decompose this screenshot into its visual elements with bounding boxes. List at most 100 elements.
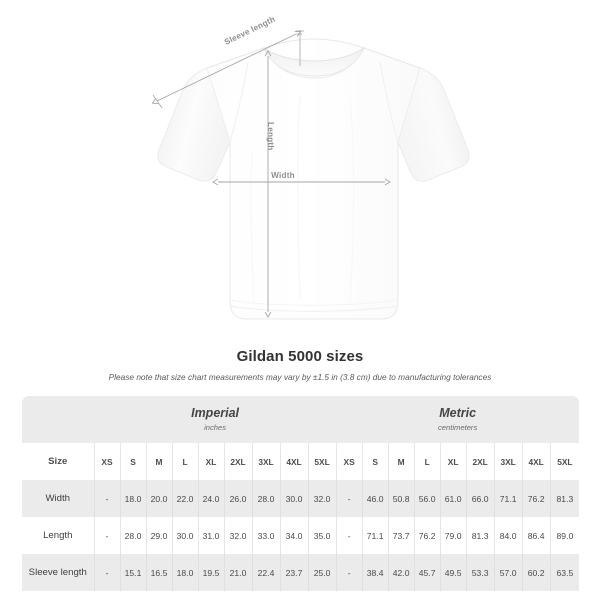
unit-banner-spacer-left bbox=[22, 396, 94, 443]
cell-sleeve-metric-l: 45.7 bbox=[413, 554, 441, 591]
cell-length-imperial-3xl: 33.0 bbox=[251, 517, 280, 554]
cell-sleeve-metric-5xl: 63.5 bbox=[549, 554, 580, 591]
cell-width-metric-l: 56.0 bbox=[413, 480, 441, 517]
cell-length-metric-xs: - bbox=[335, 517, 363, 554]
size-header-imperial-xl: XL bbox=[197, 443, 224, 480]
cell-length-imperial-2xl: 32.0 bbox=[223, 517, 252, 554]
size-header-metric-m: M bbox=[387, 443, 415, 480]
size-header-metric-5xl: 5XL bbox=[549, 443, 580, 480]
tshirt-shape bbox=[157, 38, 470, 320]
cell-width-imperial-4xl: 30.0 bbox=[279, 480, 308, 517]
cell-sleeve-imperial-m: 16.5 bbox=[145, 554, 172, 591]
cell-sleeve-metric-s: 38.4 bbox=[361, 554, 389, 591]
sleeve-length-label: Sleeve length bbox=[223, 15, 277, 47]
cell-sleeve-imperial-5xl: 25.0 bbox=[307, 554, 337, 591]
unit-name-imperial: Imperial bbox=[191, 406, 240, 420]
cell-length-imperial-s: 28.0 bbox=[119, 517, 146, 554]
width-label: Width bbox=[271, 171, 295, 180]
cell-length-imperial-4xl: 34.0 bbox=[279, 517, 308, 554]
size-column-header: Size bbox=[22, 443, 94, 480]
size-chart-table: Imperial inches Metric centimeters Size … bbox=[22, 396, 580, 591]
cell-length-metric-l: 76.2 bbox=[413, 517, 441, 554]
size-header-imperial-s: S bbox=[119, 443, 146, 480]
page-title: Gildan 5000 sizes bbox=[236, 348, 364, 365]
cell-width-metric-s: 46.0 bbox=[361, 480, 389, 517]
heading-block: Gildan 5000 sizes Please note that size … bbox=[0, 348, 600, 383]
cell-sleeve-metric-3xl: 57.0 bbox=[493, 554, 523, 591]
size-header-metric-2xl: 2XL bbox=[465, 443, 495, 480]
size-header-row: Size XS S M L XL 2XL 3XL 4XL 5XL XS S M … bbox=[22, 443, 580, 480]
size-header-imperial-4xl: 4XL bbox=[279, 443, 308, 480]
cell-length-metric-5xl: 89.0 bbox=[549, 517, 580, 554]
unit-sub-metric: centimeters bbox=[438, 423, 478, 432]
size-header-metric-s: S bbox=[361, 443, 389, 480]
size-header-imperial-xs: XS bbox=[93, 443, 120, 480]
cell-width-metric-xs: - bbox=[335, 480, 363, 517]
size-header-metric-l: L bbox=[413, 443, 441, 480]
cell-sleeve-metric-m: 42.0 bbox=[387, 554, 415, 591]
cell-width-metric-2xl: 66.0 bbox=[465, 480, 495, 517]
cell-sleeve-imperial-l: 18.0 bbox=[171, 554, 198, 591]
size-header-metric-xl: XL bbox=[439, 443, 467, 480]
cell-sleeve-imperial-2xl: 21.0 bbox=[223, 554, 252, 591]
cell-width-imperial-2xl: 26.0 bbox=[223, 480, 252, 517]
size-header-metric-3xl: 3XL bbox=[493, 443, 523, 480]
cell-length-imperial-xl: 31.0 bbox=[197, 517, 224, 554]
page-subtitle: Please note that size chart measurements… bbox=[108, 372, 492, 382]
unit-banner-metric: Metric centimeters bbox=[336, 396, 580, 443]
cell-width-imperial-xs: - bbox=[93, 480, 120, 517]
cell-length-imperial-5xl: 35.0 bbox=[307, 517, 337, 554]
size-header-imperial-2xl: 2XL bbox=[223, 443, 252, 480]
cell-length-imperial-l: 30.0 bbox=[171, 517, 198, 554]
tshirt-illustration: Sleeve length Length Width bbox=[0, 15, 470, 320]
cell-width-metric-5xl: 81.3 bbox=[549, 480, 580, 517]
size-header-imperial-3xl: 3XL bbox=[251, 443, 280, 480]
cell-width-imperial-m: 20.0 bbox=[145, 480, 172, 517]
measurement-annotations bbox=[153, 30, 385, 312]
size-header-imperial-l: L bbox=[171, 443, 198, 480]
cell-sleeve-metric-2xl: 53.3 bbox=[465, 554, 495, 591]
size-header-metric-4xl: 4XL bbox=[521, 443, 551, 480]
cell-length-metric-2xl: 81.3 bbox=[465, 517, 495, 554]
cell-width-imperial-5xl: 32.0 bbox=[307, 480, 337, 517]
sleeve-length-arrow bbox=[157, 34, 296, 101]
unit-name-metric: Metric bbox=[439, 406, 477, 420]
unit-banner-imperial: Imperial inches bbox=[94, 396, 337, 443]
cell-sleeve-imperial-4xl: 23.7 bbox=[279, 554, 308, 591]
size-header-metric-xs: XS bbox=[335, 443, 363, 480]
cell-width-imperial-3xl: 28.0 bbox=[251, 480, 280, 517]
size-header-imperial-5xl: 5XL bbox=[307, 443, 337, 480]
cell-length-metric-4xl: 86.4 bbox=[521, 517, 551, 554]
cell-width-imperial-xl: 24.0 bbox=[197, 480, 224, 517]
unit-sub-imperial: inches bbox=[204, 423, 227, 432]
cell-sleeve-imperial-s: 15.1 bbox=[119, 554, 146, 591]
cell-width-imperial-s: 18.0 bbox=[119, 480, 146, 517]
cell-length-imperial-xs: - bbox=[93, 517, 120, 554]
row-label-width: Width bbox=[22, 480, 94, 517]
cell-sleeve-metric-4xl: 60.2 bbox=[521, 554, 551, 591]
length-label: Length bbox=[266, 122, 275, 151]
cell-sleeve-metric-xl: 49.5 bbox=[439, 554, 467, 591]
cell-width-metric-3xl: 71.1 bbox=[493, 480, 523, 517]
row-label-length: Length bbox=[22, 517, 94, 554]
cell-length-imperial-m: 29.0 bbox=[145, 517, 172, 554]
table-row: Sleeve length - 15.1 16.5 18.0 19.5 21.0… bbox=[22, 554, 580, 591]
cell-width-metric-m: 50.8 bbox=[387, 480, 415, 517]
cell-length-metric-3xl: 84.0 bbox=[493, 517, 523, 554]
cell-length-metric-xl: 79.0 bbox=[439, 517, 467, 554]
cell-width-metric-xl: 61.0 bbox=[439, 480, 467, 517]
cell-sleeve-imperial-xl: 19.5 bbox=[197, 554, 224, 591]
unit-banner-row: Imperial inches Metric centimeters bbox=[22, 396, 580, 443]
size-table-container: Imperial inches Metric centimeters Size … bbox=[22, 396, 580, 591]
table-row: Width - 18.0 20.0 22.0 24.0 26.0 28.0 30… bbox=[22, 480, 580, 517]
cell-sleeve-metric-xs: - bbox=[335, 554, 363, 591]
cell-sleeve-imperial-3xl: 22.4 bbox=[251, 554, 280, 591]
row-label-sleeve-length: Sleeve length bbox=[22, 554, 94, 591]
cell-length-metric-s: 71.1 bbox=[361, 517, 389, 554]
cell-sleeve-imperial-xs: - bbox=[93, 554, 120, 591]
cell-length-metric-m: 73.7 bbox=[387, 517, 415, 554]
cell-width-metric-4xl: 76.2 bbox=[521, 480, 551, 517]
cell-width-imperial-l: 22.0 bbox=[171, 480, 198, 517]
size-header-imperial-m: M bbox=[145, 443, 172, 480]
